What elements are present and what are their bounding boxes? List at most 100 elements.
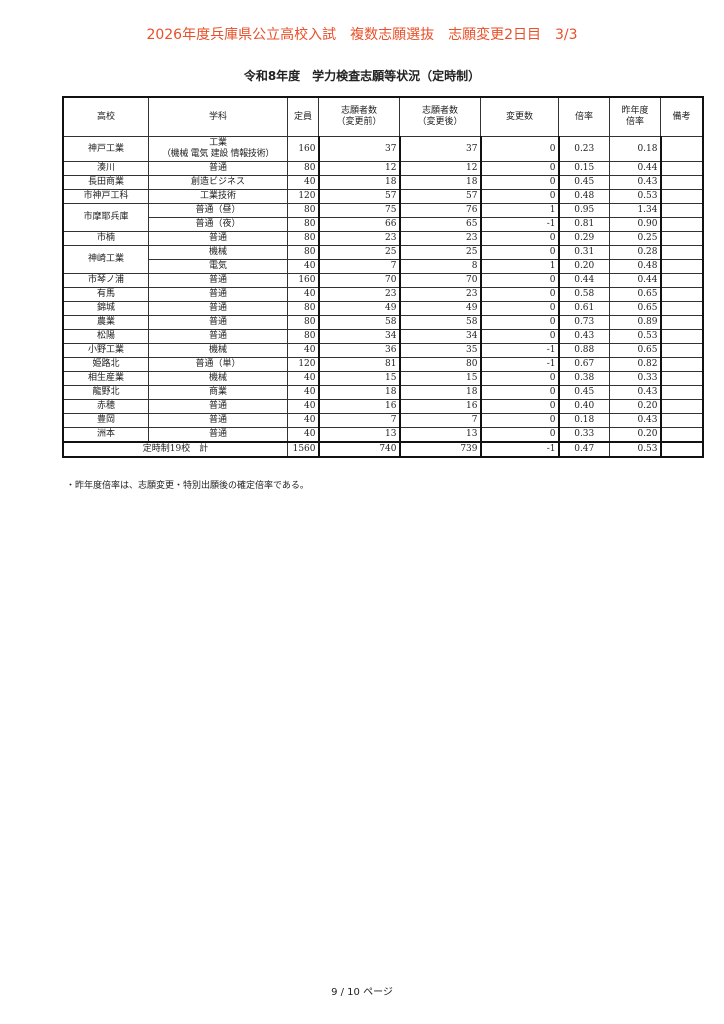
chg-cell: 0	[480, 385, 560, 400]
department-cell: 普通（昼）	[148, 203, 288, 218]
cap-cell: 160	[287, 136, 320, 162]
last-cell: 0.43	[609, 175, 662, 190]
remarks-cell	[660, 161, 704, 176]
remarks-cell	[660, 287, 704, 302]
cap-cell: 40	[287, 371, 320, 386]
after-cell: 18	[399, 175, 482, 190]
before-cell: 70	[318, 273, 401, 288]
total-chg: -1	[480, 441, 560, 458]
rate-cell: 0.23	[558, 136, 610, 162]
before-cell: 37	[318, 136, 401, 162]
cap-cell: 120	[287, 357, 320, 372]
chg-cell: 0	[480, 301, 560, 316]
before-cell: 58	[318, 315, 401, 330]
last-cell: 0.53	[609, 329, 662, 344]
department-cell: 工業技術	[148, 189, 288, 204]
last-cell: 1.34	[609, 203, 662, 218]
before-cell: 36	[318, 343, 401, 358]
before-cell: 34	[318, 329, 401, 344]
after-cell: 76	[399, 203, 482, 218]
table-row: 農業 普通 80 58 58 0 0.73 0.89	[62, 315, 704, 330]
column-header: 変更数	[480, 96, 559, 137]
total-before: 740	[318, 441, 401, 458]
rate-cell: 0.95	[558, 203, 610, 218]
before-cell: 16	[318, 399, 401, 414]
cap-cell: 40	[287, 175, 320, 190]
after-cell: 13	[399, 427, 482, 443]
rate-cell: 0.73	[558, 315, 610, 330]
remarks-cell	[660, 329, 704, 344]
table-row: 有馬 普通 40 23 23 0 0.58 0.65	[62, 287, 704, 302]
school-cell: 洲本	[62, 427, 149, 443]
rate-cell: 0.81	[558, 217, 610, 232]
last-cell: 0.65	[609, 287, 662, 302]
last-cell: 0.18	[609, 136, 662, 162]
after-cell: 8	[399, 259, 482, 274]
department-cell: 機械	[148, 343, 288, 358]
table-row: 洲本 普通 40 13 13 0 0.33 0.20	[62, 427, 704, 443]
school-cell: 小野工業	[62, 343, 149, 358]
chg-cell: 0	[480, 175, 560, 190]
remarks-cell	[660, 399, 704, 414]
chg-cell: 0	[480, 315, 560, 330]
before-cell: 18	[318, 385, 401, 400]
cap-cell: 40	[287, 399, 320, 414]
remarks-cell	[660, 357, 704, 372]
chg-cell: 0	[480, 136, 560, 162]
department-cell: 普通	[148, 329, 288, 344]
last-cell: 0.20	[609, 427, 662, 443]
school-cell: 神戸工業	[62, 136, 149, 162]
remarks-cell	[660, 175, 704, 190]
department-cell: 普通	[148, 231, 288, 246]
after-cell: 57	[399, 189, 482, 204]
after-cell: 34	[399, 329, 482, 344]
before-cell: 57	[318, 189, 401, 204]
department-cell: 創造ビジネス	[148, 175, 288, 190]
chg-cell: 0	[480, 273, 560, 288]
last-cell: 0.25	[609, 231, 662, 246]
school-cell: 長田商業	[62, 175, 149, 190]
remarks-cell	[660, 413, 704, 428]
school-cell: 湊川	[62, 161, 149, 176]
chg-cell: 0	[480, 189, 560, 204]
department-cell: 普通	[148, 427, 288, 443]
last-cell: 0.33	[609, 371, 662, 386]
remarks-cell	[660, 301, 704, 316]
cap-cell: 40	[287, 287, 320, 302]
department-cell: 普通	[148, 287, 288, 302]
school-cell: 農業	[62, 315, 149, 330]
table-row: 神崎工業 機械 80 25 25 0 0.31 0.28	[62, 245, 704, 274]
last-cell: 0.44	[609, 273, 662, 288]
chg-cell: 0	[480, 413, 560, 428]
table-row: 市摩耶兵庫 普通（昼） 80 75 76 1 0.95 1.34	[62, 203, 704, 232]
after-cell: 18	[399, 385, 482, 400]
chg-cell: -1	[480, 217, 560, 232]
last-cell: 0.82	[609, 357, 662, 372]
after-cell: 16	[399, 399, 482, 414]
school-cell: 有馬	[62, 287, 149, 302]
cap-cell: 80	[287, 329, 320, 344]
cap-cell: 160	[287, 273, 320, 288]
remarks-cell	[660, 371, 704, 386]
column-header: 定員	[287, 96, 319, 137]
department-cell: 商業	[148, 385, 288, 400]
department-cell: 機械	[148, 371, 288, 386]
total-rate: 0.47	[558, 441, 610, 458]
column-header: 倍率	[558, 96, 610, 137]
content-area: 高校 学科 定員 志願者数 （変更前） 志願者数 （変更後） 変更数 倍率 昨年度 倍率 備考 …	[62, 96, 704, 492]
remarks-cell	[660, 189, 704, 204]
chg-cell: 0	[480, 371, 560, 386]
cap-cell: 80	[287, 231, 320, 246]
last-cell: 0.48	[609, 259, 662, 274]
total-label: 定時制19校 計	[62, 441, 288, 458]
after-cell: 15	[399, 371, 482, 386]
before-cell: 75	[318, 203, 401, 218]
rate-cell: 0.18	[558, 413, 610, 428]
total-after: 739	[399, 441, 482, 458]
table-title: 令和8年度 学力検査志願等状況（定時制）	[243, 69, 481, 83]
chg-cell: 0	[480, 329, 560, 344]
department-cell: 普通	[148, 273, 288, 288]
rate-cell: 0.48	[558, 189, 610, 204]
cap-cell: 80	[287, 217, 320, 232]
